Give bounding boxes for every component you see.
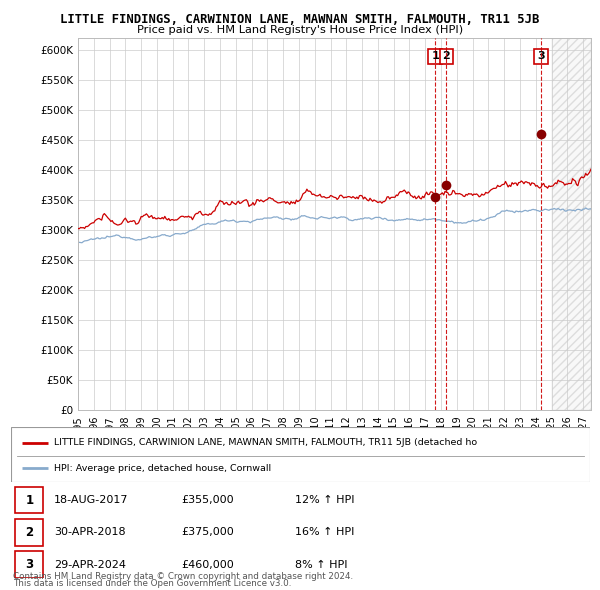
Text: HPI: Average price, detached house, Cornwall: HPI: Average price, detached house, Corn… <box>54 464 271 473</box>
Text: £460,000: £460,000 <box>182 559 235 569</box>
Text: LITTLE FINDINGS, CARWINION LANE, MAWNAN SMITH, FALMOUTH, TR11 5JB (detached ho: LITTLE FINDINGS, CARWINION LANE, MAWNAN … <box>54 438 478 447</box>
Text: 12% ↑ HPI: 12% ↑ HPI <box>295 496 354 505</box>
Text: £355,000: £355,000 <box>182 496 234 505</box>
Text: 18-AUG-2017: 18-AUG-2017 <box>54 496 129 505</box>
Text: £375,000: £375,000 <box>182 527 235 537</box>
FancyBboxPatch shape <box>16 487 43 513</box>
Text: 29-APR-2024: 29-APR-2024 <box>54 559 126 569</box>
Text: This data is licensed under the Open Government Licence v3.0.: This data is licensed under the Open Gov… <box>13 579 292 588</box>
Text: 1: 1 <box>431 51 439 61</box>
Text: 16% ↑ HPI: 16% ↑ HPI <box>295 527 354 537</box>
Text: 2: 2 <box>442 51 450 61</box>
Text: 3: 3 <box>537 51 545 61</box>
Text: 2: 2 <box>25 526 34 539</box>
Text: Contains HM Land Registry data © Crown copyright and database right 2024.: Contains HM Land Registry data © Crown c… <box>13 572 353 581</box>
Text: 8% ↑ HPI: 8% ↑ HPI <box>295 559 347 569</box>
FancyBboxPatch shape <box>11 427 590 482</box>
Text: 30-APR-2018: 30-APR-2018 <box>54 527 126 537</box>
FancyBboxPatch shape <box>16 552 43 578</box>
Text: LITTLE FINDINGS, CARWINION LANE, MAWNAN SMITH, FALMOUTH, TR11 5JB: LITTLE FINDINGS, CARWINION LANE, MAWNAN … <box>61 13 539 26</box>
FancyBboxPatch shape <box>16 519 43 546</box>
Text: 1: 1 <box>25 494 34 507</box>
Text: 3: 3 <box>25 558 34 571</box>
Text: Price paid vs. HM Land Registry's House Price Index (HPI): Price paid vs. HM Land Registry's House … <box>137 25 463 35</box>
